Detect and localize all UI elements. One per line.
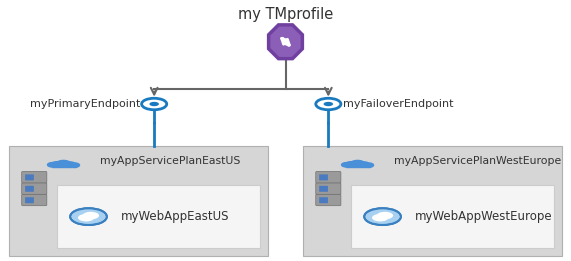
Text: myFailoverEndpoint: myFailoverEndpoint — [343, 99, 453, 109]
Circle shape — [57, 161, 71, 167]
Circle shape — [78, 214, 94, 221]
Circle shape — [377, 212, 393, 219]
FancyBboxPatch shape — [22, 194, 47, 206]
FancyBboxPatch shape — [25, 174, 34, 180]
FancyBboxPatch shape — [22, 183, 47, 194]
Circle shape — [83, 212, 99, 219]
Circle shape — [364, 163, 373, 167]
FancyBboxPatch shape — [25, 197, 34, 203]
Circle shape — [70, 163, 79, 167]
Circle shape — [364, 208, 401, 225]
FancyBboxPatch shape — [319, 174, 328, 180]
Text: myWebAppWestEurope: myWebAppWestEurope — [415, 210, 553, 223]
Circle shape — [70, 208, 107, 225]
Circle shape — [51, 162, 63, 167]
FancyBboxPatch shape — [57, 185, 260, 248]
Circle shape — [351, 161, 365, 167]
Text: myAppServicePlanEastUS: myAppServicePlanEastUS — [100, 156, 240, 165]
Bar — [53, 164, 77, 167]
Circle shape — [316, 98, 341, 110]
Bar — [347, 164, 371, 167]
FancyBboxPatch shape — [303, 146, 562, 256]
Circle shape — [65, 162, 75, 167]
FancyBboxPatch shape — [351, 185, 554, 248]
Circle shape — [359, 162, 369, 167]
FancyBboxPatch shape — [316, 171, 341, 183]
FancyBboxPatch shape — [319, 186, 328, 192]
FancyBboxPatch shape — [9, 146, 268, 256]
Text: myAppServicePlanWestEurope: myAppServicePlanWestEurope — [394, 156, 561, 165]
Circle shape — [47, 163, 57, 167]
Circle shape — [150, 102, 159, 106]
FancyBboxPatch shape — [22, 171, 47, 183]
FancyBboxPatch shape — [319, 197, 328, 203]
FancyBboxPatch shape — [25, 186, 34, 192]
Circle shape — [72, 209, 105, 224]
Polygon shape — [268, 25, 303, 59]
Circle shape — [341, 163, 351, 167]
Text: myPrimaryEndpoint: myPrimaryEndpoint — [30, 99, 140, 109]
Text: myWebAppEastUS: myWebAppEastUS — [121, 210, 230, 223]
Circle shape — [345, 162, 357, 167]
Circle shape — [372, 214, 388, 221]
Text: my TMprofile: my TMprofile — [238, 7, 333, 21]
FancyBboxPatch shape — [316, 194, 341, 206]
Circle shape — [366, 209, 399, 224]
Circle shape — [142, 98, 167, 110]
Circle shape — [324, 102, 333, 106]
FancyBboxPatch shape — [316, 183, 341, 194]
